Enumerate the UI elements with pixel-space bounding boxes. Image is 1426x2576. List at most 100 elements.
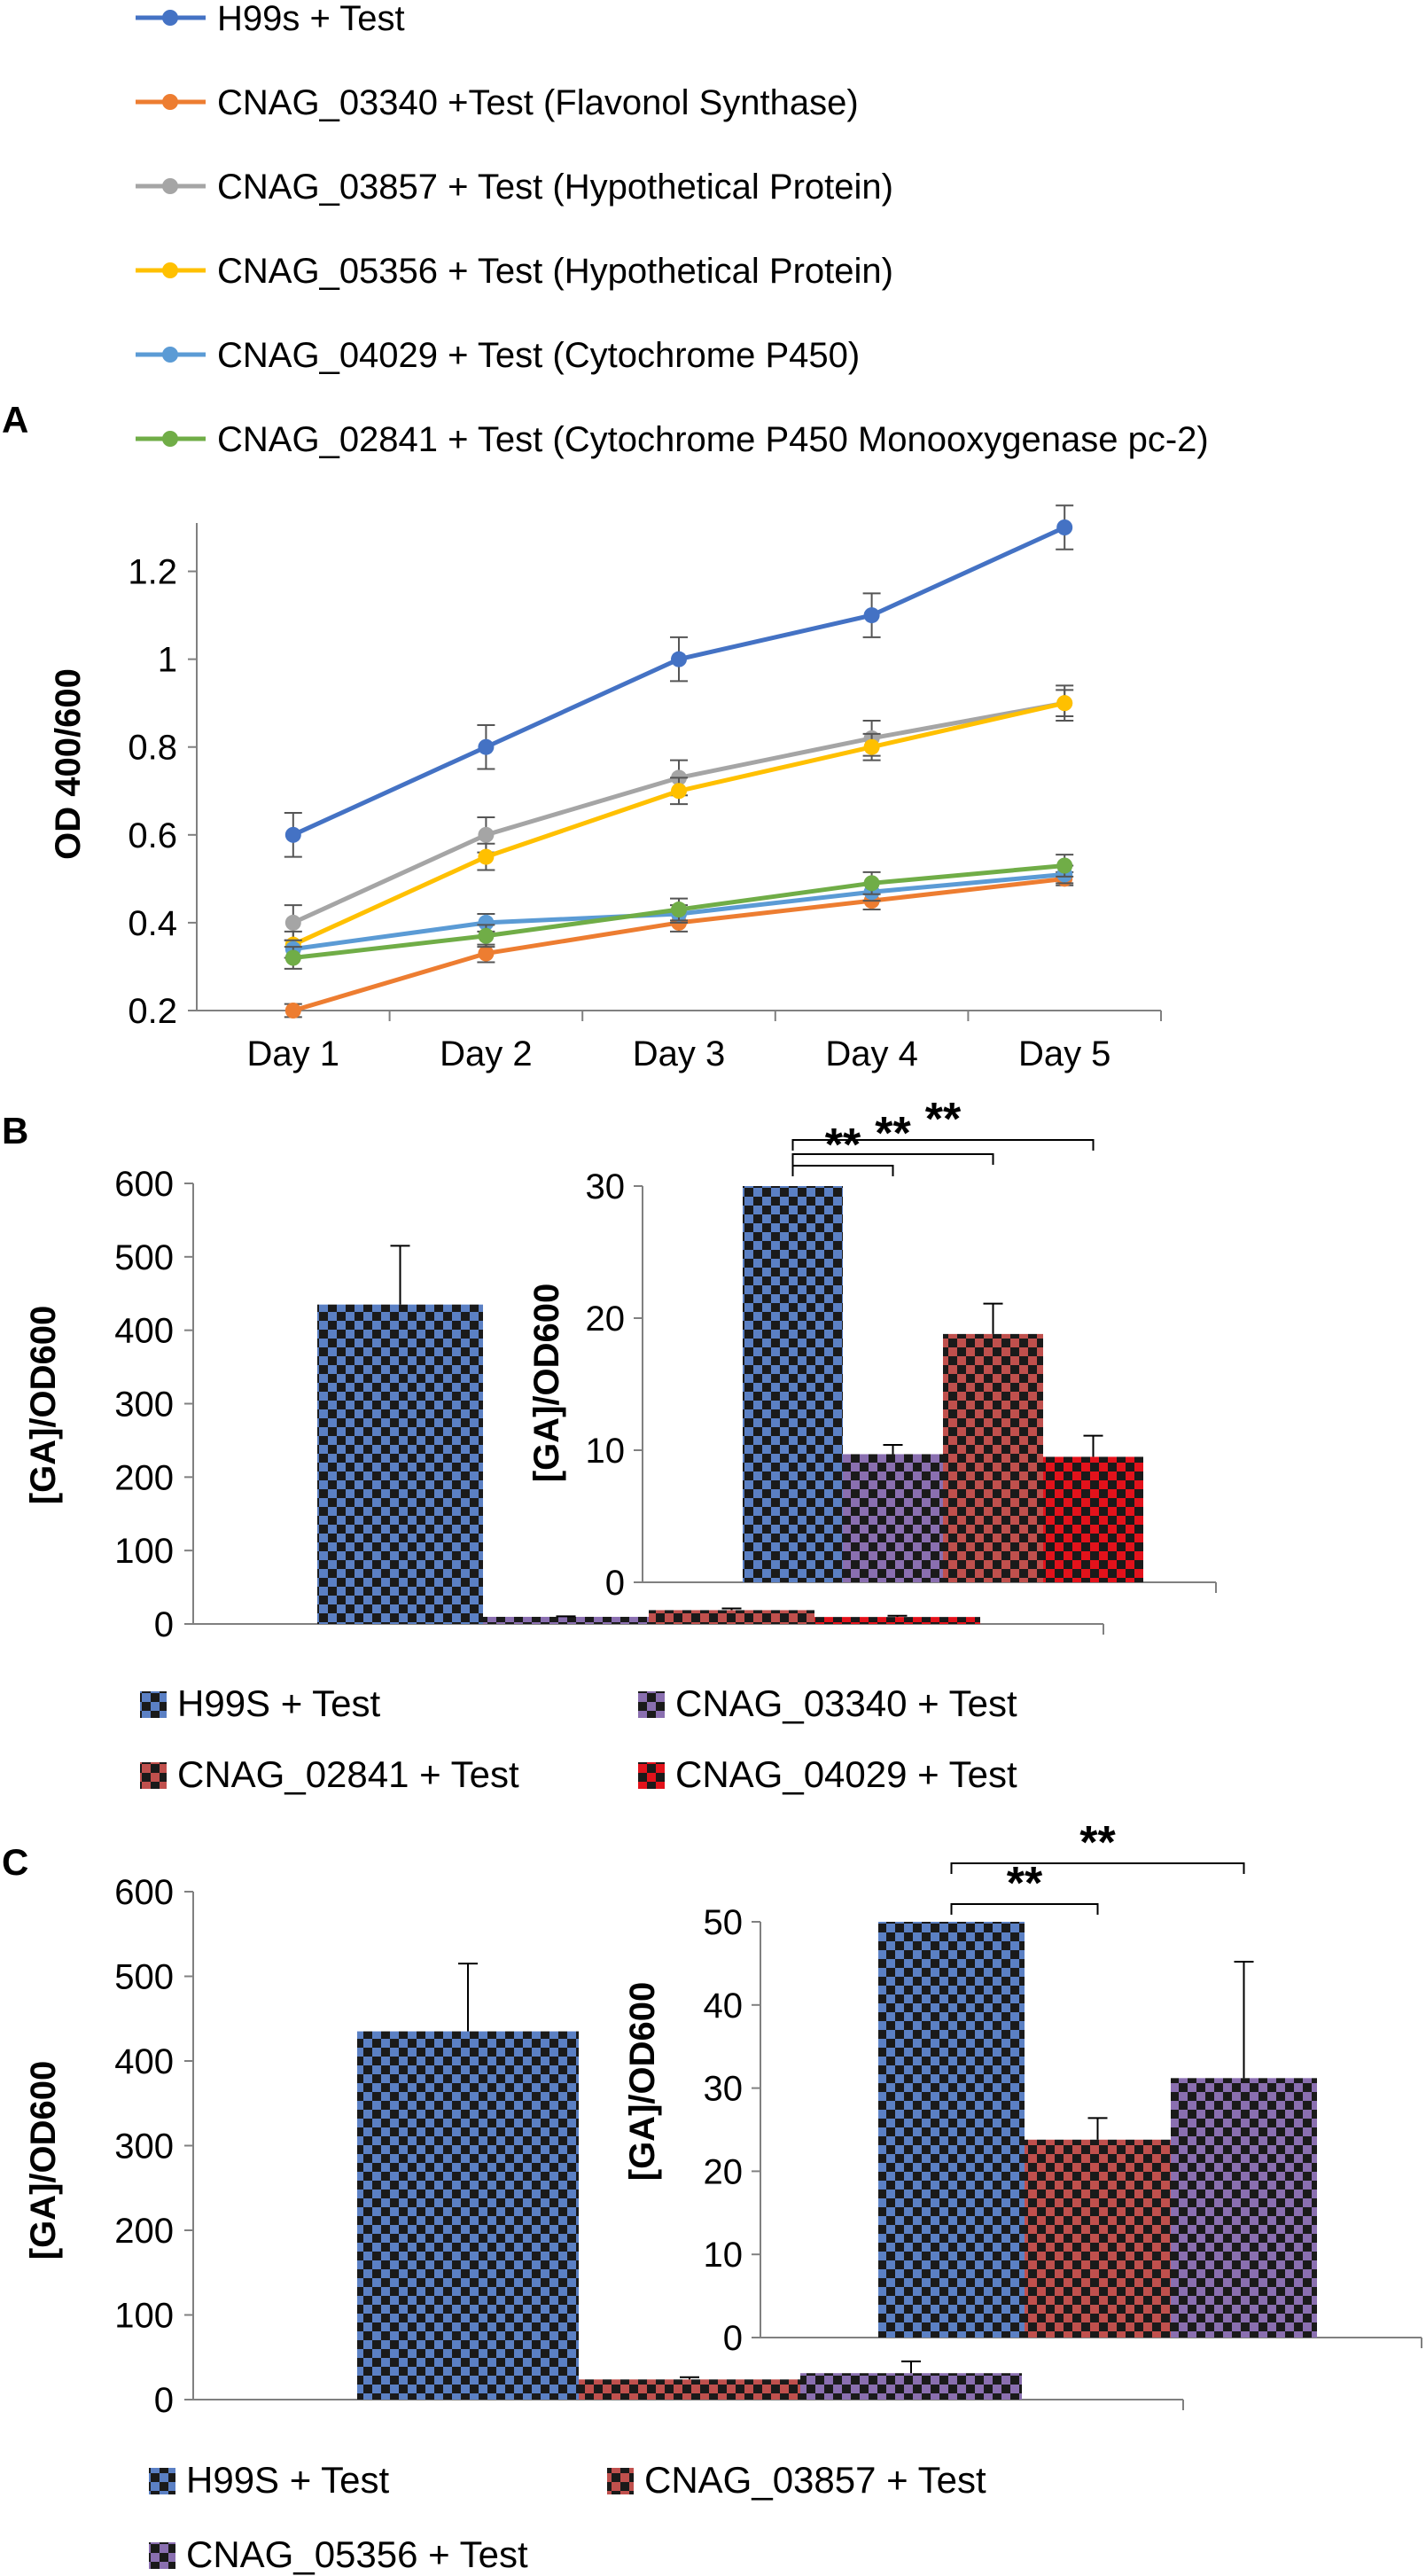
inset-y-tick-label: 20 <box>586 1300 626 1339</box>
legend-label: CNAG_03857 + Test <box>644 2459 986 2501</box>
y-tick-label: 1.2 <box>128 553 177 592</box>
panel-b-inset-y-axis-label: [GA]/OD600 <box>527 1284 566 1483</box>
panel-c-y-axis-label: [GA]/OD600 <box>24 2061 63 2260</box>
y-tick-label: 0.4 <box>128 904 177 943</box>
legend-swatch <box>638 1691 665 1718</box>
inset-y-tick-label: 0 <box>723 2319 743 2358</box>
x-tick-label: Day 3 <box>633 1034 726 1073</box>
inset-y-tick-label: 40 <box>704 1987 744 2026</box>
panel-a-y-axis-label: OD 400/600 <box>49 668 88 860</box>
data-point <box>671 651 687 667</box>
x-tick-label: Day 2 <box>440 1034 533 1073</box>
legend-swatch <box>607 2468 634 2494</box>
data-point <box>863 607 880 624</box>
legend-label: CNAG_05356 + Test (Hypothetical Protein) <box>217 252 893 291</box>
y-tick-label: 0.8 <box>128 729 177 768</box>
legend-swatch <box>140 1691 167 1718</box>
y-tick-label: 500 <box>114 1958 174 1997</box>
panel-label-a: A <box>2 399 28 441</box>
panel-c-bar <box>357 2031 579 2400</box>
legend-label: CNAG_02841 + Test (Cytochrome P450 Monoo… <box>217 420 1209 459</box>
data-point <box>284 914 301 931</box>
x-tick-label: Day 4 <box>825 1034 918 1073</box>
inset-y-tick-label: 30 <box>704 2070 744 2109</box>
panel-b-inset-bar <box>743 1186 843 1582</box>
y-tick-label: 600 <box>114 1165 174 1204</box>
panel-c-legend: H99S + Test CNAG_03857 + Test CNAG_05356 +… <box>149 2459 986 2575</box>
data-point <box>863 738 880 755</box>
legend-marker <box>162 431 178 447</box>
inset-y-tick-label: 10 <box>586 1432 626 1471</box>
legend-label: CNAG_03340 +Test (Flavonol Synthase) <box>217 83 859 122</box>
data-point <box>1056 519 1073 535</box>
inset-y-tick-label: 50 <box>704 1903 744 1942</box>
significance-label: ** <box>925 1094 962 1145</box>
y-tick-label: 100 <box>114 1532 174 1571</box>
data-point <box>478 848 495 865</box>
significance-label: ** <box>875 1108 911 1159</box>
y-tick-label: 400 <box>114 2042 174 2081</box>
legend-marker <box>162 262 178 278</box>
y-tick-label: 600 <box>114 1873 174 1912</box>
data-point <box>863 875 880 892</box>
significance-label: ** <box>1079 1817 1116 1869</box>
legend-label: CNAG_03857 + Test (Hypothetical Protein) <box>217 168 893 207</box>
panel-c-bar <box>800 2373 1022 2400</box>
y-tick-label: 500 <box>114 1238 174 1277</box>
x-tick-label: Day 5 <box>1018 1034 1111 1073</box>
panel-b-legend: H99S + Test CNAG_03340 + Test CNAG_02841 +… <box>140 1682 1017 1795</box>
data-point <box>478 914 495 931</box>
panel-c-bar <box>579 2379 800 2400</box>
legend-marker <box>162 10 178 26</box>
data-point <box>284 1003 301 1019</box>
data-point <box>284 949 301 966</box>
panel-c-inset-bar <box>1025 2139 1171 2338</box>
significance-bracket <box>791 1153 994 1165</box>
panel-c-inset-bar <box>878 1922 1025 2338</box>
legend-swatch <box>140 1762 167 1789</box>
inset-y-tick-label: 20 <box>704 2152 744 2191</box>
y-tick-label: 0.2 <box>128 992 177 1031</box>
panel-c-bar-chart: [GA]/OD600 [GA]/OD600 010020030040050060… <box>24 1817 1422 2420</box>
panel-b-bar <box>814 1617 980 1624</box>
legend-label: H99S + Test <box>177 1682 381 1724</box>
panel-b-bar <box>483 1616 649 1624</box>
legend-label: H99S + Test <box>186 2459 390 2501</box>
legend-label: CNAG_04029 + Test (Cytochrome P450) <box>217 336 860 375</box>
panel-b-inset-bar <box>943 1333 1043 1582</box>
panel-label-c: C <box>2 1841 28 1883</box>
data-point <box>1056 695 1073 712</box>
x-tick-label: Day 1 <box>247 1034 340 1073</box>
panel-b-bar-chart: [GA]/OD600 [GA]/OD600 010020030040050060… <box>24 1094 1217 1644</box>
panel-a-line-chart: OD 400/600 0.2 0.4 0.6 0.8 1 1.2 Day 1 Day 2 Day… <box>49 504 1162 1073</box>
y-tick-label: 0 <box>154 1605 174 1644</box>
y-tick-label: 400 <box>114 1312 174 1351</box>
panel-b-inset-bar <box>1043 1456 1143 1582</box>
panel-b-bar <box>317 1304 483 1624</box>
data-point <box>478 826 495 843</box>
legend-label: CNAG_02841 + Test <box>177 1753 519 1795</box>
inset-y-tick-label: 30 <box>586 1167 626 1206</box>
significance-bracket <box>950 1903 1099 1915</box>
data-point <box>478 738 495 755</box>
legend-swatch <box>149 2542 175 2569</box>
panel-b-bar <box>649 1610 814 1624</box>
panel-c-inset-y-axis-label: [GA]/OD600 <box>623 1982 662 2182</box>
y-tick-label: 0.6 <box>128 816 177 855</box>
significance-bracket <box>791 1139 1095 1151</box>
y-tick-label: 200 <box>114 2212 174 2251</box>
data-point <box>284 826 301 843</box>
significance-label: ** <box>1007 1858 1043 1909</box>
legend-marker <box>162 178 178 194</box>
data-point <box>478 927 495 944</box>
y-tick-label: 300 <box>114 1386 174 1425</box>
panel-b-inset-bar <box>843 1454 943 1582</box>
legend-label: H99s + Test <box>217 0 405 38</box>
inset-y-tick-label: 0 <box>605 1564 625 1603</box>
legend-label: CNAG_05356 + Test <box>186 2533 528 2575</box>
y-tick-label: 0 <box>154 2381 174 2420</box>
significance-bracket <box>950 1862 1245 1874</box>
legend-swatch <box>149 2468 175 2494</box>
data-point <box>671 783 687 800</box>
data-point <box>671 902 687 918</box>
